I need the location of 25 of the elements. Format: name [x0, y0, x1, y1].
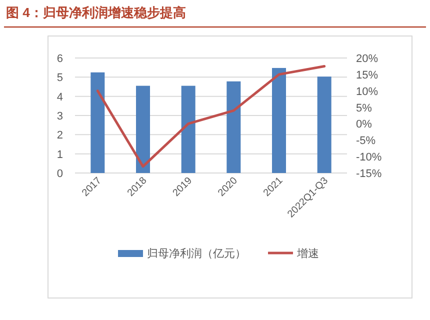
- bar: [136, 86, 150, 173]
- y2-tick-label: 0%: [356, 118, 372, 131]
- bar: [90, 72, 105, 173]
- y2-tick-label: 20%: [356, 53, 378, 65]
- y-tick-label: 3: [56, 110, 63, 122]
- y2-tick-label: -15%: [356, 168, 382, 180]
- y-tick-label: 5: [56, 72, 63, 84]
- line-series: [96, 64, 326, 168]
- y-tick-label: 1: [56, 148, 63, 161]
- y2-tick-label: -10%: [356, 152, 382, 164]
- y-tick-label: 4: [56, 91, 63, 104]
- legend-label: 归母净利润（亿元）: [147, 247, 246, 260]
- y-tick-label: 0: [56, 168, 63, 180]
- y-tick-label: 6: [56, 53, 63, 65]
- bar: [181, 86, 196, 173]
- bar: [317, 76, 332, 173]
- y-tick-label: 2: [56, 130, 63, 142]
- bar: [226, 81, 241, 173]
- legend-label: 增速: [296, 247, 319, 260]
- y2-tick-label: 5%: [356, 102, 372, 114]
- y2-tick-label: 15%: [356, 69, 378, 82]
- y2-tick-label: 10%: [356, 86, 378, 98]
- bar: [272, 68, 286, 173]
- y2-tick-label: -5%: [356, 135, 376, 148]
- chart-title: 图 4：归母净利润增速稳步提高: [6, 5, 186, 20]
